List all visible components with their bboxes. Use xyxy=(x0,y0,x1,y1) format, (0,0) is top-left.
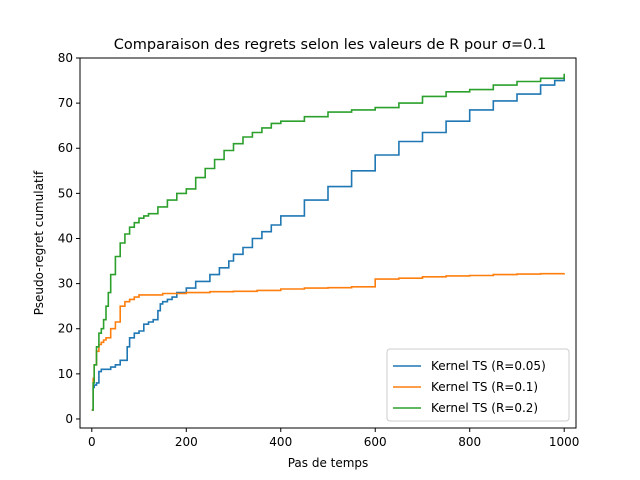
y-axis-ticks: 0 10 20 30 40 50 60 70 80 xyxy=(58,51,80,426)
x-tick-label: 800 xyxy=(458,435,481,449)
y-tick-label: 10 xyxy=(58,367,73,381)
series-line-2 xyxy=(91,272,565,411)
x-tick-label: 600 xyxy=(364,435,387,449)
legend-box xyxy=(386,348,570,422)
x-tick-label: 1000 xyxy=(549,435,580,449)
legend-label-1: Kernel TS (R=0.05) xyxy=(431,359,546,373)
y-tick-label: 30 xyxy=(58,277,73,291)
x-axis-ticks: 0 200 400 600 800 1000 xyxy=(88,428,579,449)
plot-series xyxy=(91,73,565,411)
x-tick-label: 0 xyxy=(88,435,96,449)
y-tick-label: 80 xyxy=(58,51,73,65)
series-line-1 xyxy=(91,76,565,411)
axes-frame xyxy=(79,57,577,429)
x-axis-label: Pas de temps xyxy=(288,456,369,470)
x-tick-label: 200 xyxy=(175,435,198,449)
chart-title: Comparaison des regrets selon les valeur… xyxy=(114,37,546,53)
series-line-3 xyxy=(91,73,565,411)
y-tick-label: 20 xyxy=(58,322,73,336)
x-tick-label: 400 xyxy=(269,435,292,449)
y-axis-label: Pseudo-regret cumulatif xyxy=(32,170,46,315)
y-tick-label: 60 xyxy=(58,141,73,155)
legend: Kernel TS (R=0.05) Kernel TS (R=0.1) Kerne… xyxy=(386,348,570,422)
y-tick-label: 40 xyxy=(58,231,73,245)
legend-label-3: Kernel TS (R=0.2) xyxy=(431,401,538,415)
y-tick-label: 70 xyxy=(58,96,73,110)
y-tick-label: 0 xyxy=(65,412,73,426)
legend-label-2: Kernel TS (R=0.1) xyxy=(431,380,538,394)
y-tick-label: 50 xyxy=(58,186,73,200)
